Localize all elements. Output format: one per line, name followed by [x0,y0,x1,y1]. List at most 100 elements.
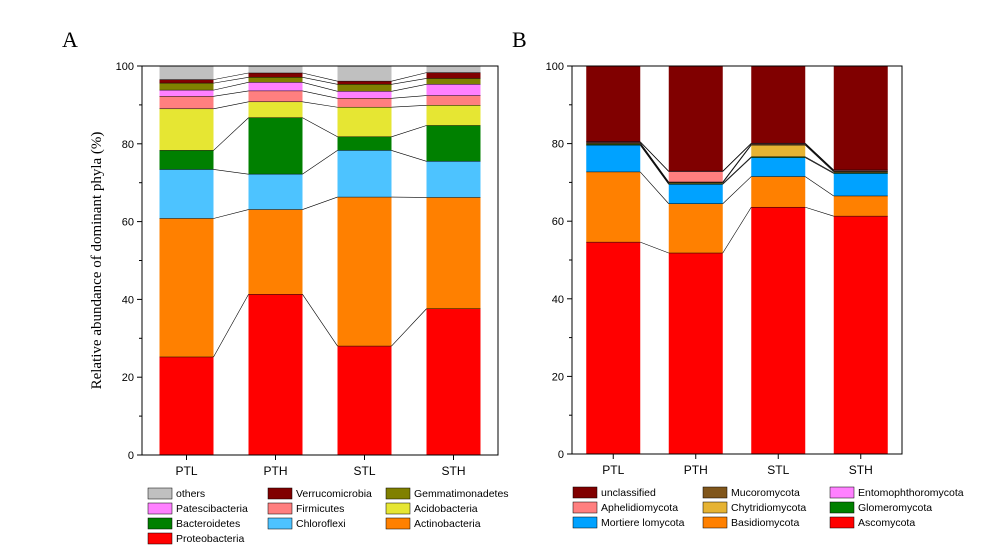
connector-line-mortiere-lomycota-2 [805,157,834,174]
bar-segment-acidobacteria-ptl [159,108,214,151]
bar-segment-chytridiomycota-sth [833,171,888,173]
bar-segment-actinobacteria-ptl [159,218,214,357]
panel-a-chart: 0 20 40 60 80 100 PTL PTH STL STH Relative abundan… [89,61,509,545]
x-tick-label-stl: STL [767,463,789,477]
bar-segment-verrucomicrobia-sth [426,72,481,79]
y-tick-label: 100 [116,61,134,73]
bar-segment-basidiomycota-ptl [586,171,641,243]
bar-segment-chytridiomycota-ptl [586,143,641,145]
legend-label-glomeromycota: Glomeromycota [858,502,932,514]
bar-segment-basidiomycota-pth [668,203,723,254]
x-tick-label-sth: STH [442,464,466,478]
legend-swatch-chytridiomycota [702,501,728,514]
legend-swatch-gemmatimonadetes [385,487,411,500]
y-tick-label: 0 [558,449,564,461]
connector-line-chloroflexi-0 [213,169,249,175]
connector-line-mortiere-lomycota-0 [640,144,669,185]
bar-segment-mucoromycota-pth [668,182,723,183]
bar-segment-acidobacteria-sth [426,105,481,126]
legend-swatch-others [147,487,173,500]
legend-swatch-unclassified [572,486,598,499]
x-tick-label-stl: STL [353,464,375,478]
connector-line-mortiere-lomycota-1 [722,157,752,185]
bar-segment-aphelidiomycota-stl [751,143,806,145]
y-tick-label: 40 [122,294,134,306]
connector-line-chloroflexi-1 [302,150,338,175]
legend-label-chloroflexi: Chloroflexi [296,518,346,530]
bar-segment-glomeromycota-ptl [586,144,641,146]
bar-segment-bacteroidetes-ptl [159,150,214,170]
bar-segment-chytridiomycota-pth [668,182,723,184]
connector-line-gemmatimonadetes-0 [213,76,249,84]
bar-segment-proteobacteria-sth [426,308,481,455]
x-tick-label-pth: PTH [684,463,708,477]
bar-segment-chloroflexi-stl [337,150,392,198]
bar-segment-bacteroidetes-pth [248,117,303,175]
legend-label-entomophthoromycota: Entomophthoromycota [858,487,964,499]
connector-line-basidiomycota-1 [722,176,752,204]
legend-label-unclassified: unclassified [601,487,656,499]
connector-line-proteobacteria-1 [302,294,338,347]
bar-segment-bacteroidetes-stl [337,136,392,151]
bar-segment-aphelidiomycota-ptl [586,142,641,143]
y-tick-label: 100 [546,61,564,73]
y-tick-label: 80 [122,139,134,151]
bar-segment-mucoromycota-sth [833,171,888,172]
connector-line-patescibacteria-1 [302,82,338,92]
bar-segment-patescibacteria-stl [337,91,392,99]
y-tick-label: 60 [552,216,564,228]
y-tick-label: 20 [552,371,564,383]
bar-segment-aphelidiomycota-pth [668,171,723,183]
bar-segment-chytridiomycota-stl [751,145,806,157]
bar-segment-firmicutes-ptl [159,96,214,109]
legend-label-bacteroidetes: Bacteroidetes [176,518,240,530]
connector-line-entomophthoromycota-1 [722,142,752,172]
legend-label-proteobacteria: Proteobacteria [176,533,244,545]
legend-swatch-basidiomycota [702,516,728,529]
bar-segment-basidiomycota-sth [833,195,888,217]
legend-label-mucoromycota: Mucoromycota [731,487,800,499]
bar-segment-patescibacteria-ptl [159,90,214,97]
connector-line-chytridiomycota-1 [722,144,752,183]
connector-line-glomeromycota-0 [640,144,669,184]
connector-line-chytridiomycota-2 [805,144,834,173]
bar-segment-others-sth [426,66,481,73]
legend-label-verrucomicrobia: Verrucomicrobia [296,488,372,500]
bar-segment-others-ptl [159,66,214,80]
bar-segment-gemmatimonadetes-stl [337,84,392,92]
y-tick-label: 60 [122,217,134,229]
legend-swatch-proteobacteria [147,532,173,545]
legend-swatch-firmicutes [267,502,293,515]
connector-line-proteobacteria-2 [391,308,427,347]
legend-label-mortiere-lomycota: Mortiere lomycota [601,517,685,529]
connector-line-mucoromycota-0 [640,142,669,183]
bar-segment-acidobacteria-pth [248,101,303,118]
connector-line-gemmatimonadetes-2 [391,78,427,85]
y-tick-label: 40 [552,294,564,306]
legend-label-ascomycota: Ascomycota [858,517,915,529]
bar-segment-glomeromycota-stl [751,156,806,158]
y-axis-label: Relative abundance of dominant phyla (%) [89,132,105,390]
connector-line-chytridiomycota-0 [640,143,669,183]
legend-label-others: others [176,488,205,500]
legend-label-acidobacteria: Acidobacteria [414,503,478,515]
bar-segment-aphelidiomycota-sth [833,170,888,172]
bar-segment-proteobacteria-stl [337,346,392,455]
bar-segment-patescibacteria-sth [426,84,481,96]
bar-segment-chloroflexi-sth [426,161,481,198]
panel-b-chart: 0 20 40 60 80 100 PTL PTH STL STH unclassified Muco… [546,61,964,529]
bar-segment-glomeromycota-sth [833,172,888,174]
connector-line-mucoromycota-1 [722,144,752,183]
bar-segment-actinobacteria-pth [248,209,303,295]
bar-segment-ascomycota-sth [833,216,888,454]
bar-segment-chloroflexi-ptl [159,169,214,219]
legend-swatch-verrucomicrobia [267,487,293,500]
legend-swatch-mucoromycota [702,486,728,499]
connector-line-bacteroidetes-2 [391,125,427,138]
bar-segment-others-stl [337,66,392,82]
connector-line-gemmatimonadetes-1 [302,76,338,85]
x-tick-label-ptl: PTL [602,463,624,477]
bar-segment-verrucomicrobia-pth [248,73,303,78]
bar-segment-ascomycota-pth [668,253,723,454]
